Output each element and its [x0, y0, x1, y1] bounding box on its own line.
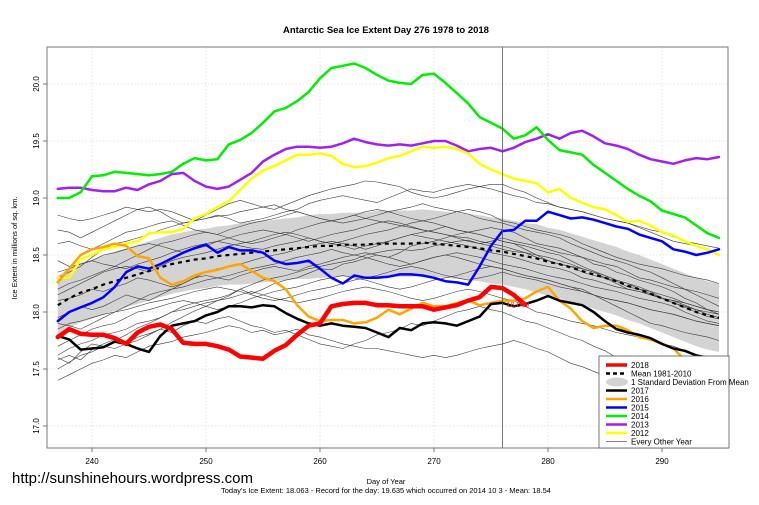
y-tick-label: 19.0 [32, 190, 41, 206]
y-tick-label: 18.0 [32, 304, 41, 320]
plot-frame [46, 46, 729, 449]
x-tick-label: 250 [199, 457, 213, 466]
other-year-line [57, 220, 720, 299]
other-year-line [57, 220, 720, 315]
y-tick-label: 19.5 [32, 133, 41, 149]
legend-label: 2018 [631, 361, 649, 370]
series-line-2018 [55, 284, 528, 361]
std-dev-band-area [57, 209, 720, 352]
y-tick-label: 17.5 [32, 361, 41, 377]
y-tick-label: 20.0 [32, 76, 41, 92]
series-line-2015 [56, 210, 721, 323]
other-year-line [57, 248, 720, 330]
x-axis: 240 250 260 270 280 290 [85, 448, 669, 466]
legend-label: 2015 [631, 404, 649, 413]
mean-1981-2010-line [57, 241, 720, 319]
x-tick-label: 290 [655, 457, 669, 466]
y-axis-label: Ice Extent in millions of sq. km. [10, 197, 19, 300]
other-year-line [57, 180, 720, 256]
today-value-annotation: 18.063 [506, 300, 529, 309]
series-line-2013 [56, 129, 721, 193]
x-tick-label: 240 [85, 457, 99, 466]
std-dev-band [57, 209, 720, 352]
legend-label: 2017 [631, 387, 649, 396]
y-axis: 17.0 17.5 18.0 18.5 19.0 19.5 20.0 [32, 76, 47, 434]
chart-title: Antarctic Sea Ice Extent Day 276 1978 to… [283, 25, 489, 36]
legend-label: 2016 [631, 395, 649, 404]
other-year-line [57, 252, 720, 324]
watermark-url[interactable]: http://sunshinehours.wordpress.com [12, 470, 253, 487]
other-year-line [57, 234, 720, 313]
y-tick-label: 18.5 [32, 247, 41, 263]
other-year-line [57, 286, 720, 361]
legend-label: Every Other Year [631, 438, 692, 447]
legend-label: 2014 [631, 412, 649, 421]
other-year-line [57, 305, 720, 402]
other-years-lines [57, 180, 720, 435]
y-tick-label: 17.0 [32, 418, 41, 434]
other-year-line [57, 209, 720, 284]
legend-swatch [606, 377, 628, 387]
x-tick-label: 280 [541, 457, 555, 466]
footer-summary: Today's Ice Extent: 18.063 - Record for … [221, 486, 551, 495]
other-year-line [57, 266, 720, 347]
x-axis-label: Day of Year [367, 477, 406, 486]
series-line-2016 [56, 242, 721, 390]
series-line-2012 [56, 145, 721, 280]
mean-line [57, 241, 720, 319]
legend-label: 1 Standard Deviation From Mean [631, 378, 749, 387]
highlight-series [55, 62, 721, 390]
legend-label: 2012 [631, 429, 649, 438]
series-line-2014 [56, 62, 721, 240]
legend-label: Mean 1981-2010 [631, 370, 692, 379]
x-tick-label: 270 [427, 457, 441, 466]
x-tick-label: 260 [313, 457, 327, 466]
legend-label: 2013 [631, 421, 649, 430]
